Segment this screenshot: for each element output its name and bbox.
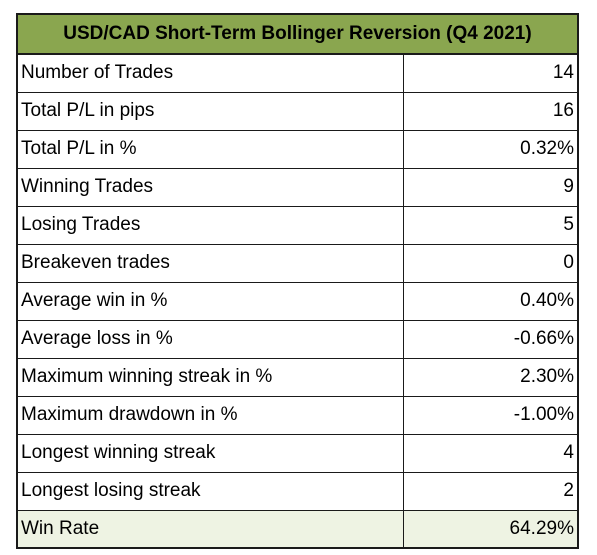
row-value: 0.32% xyxy=(402,129,579,169)
table-row: Longest losing streak 2 xyxy=(16,471,579,511)
row-label: Longest losing streak xyxy=(16,471,404,511)
row-label: Maximum winning streak in % xyxy=(16,357,404,397)
row-label: Total P/L in % xyxy=(16,129,404,169)
row-value: 9 xyxy=(402,167,579,207)
table-row: Total P/L in pips 16 xyxy=(16,91,579,131)
row-label: Losing Trades xyxy=(16,205,404,245)
table-row: Average win in % 0.40% xyxy=(16,281,579,321)
row-label: Number of Trades xyxy=(16,53,404,93)
row-value: 64.29% xyxy=(402,509,579,549)
row-value: 14 xyxy=(402,53,579,93)
row-label: Win Rate xyxy=(16,509,404,549)
stats-table: USD/CAD Short-Term Bollinger Reversion (… xyxy=(16,13,579,549)
row-label: Average win in % xyxy=(16,281,404,321)
table-row: Winning Trades 9 xyxy=(16,167,579,207)
row-label: Winning Trades xyxy=(16,167,404,207)
table-title: USD/CAD Short-Term Bollinger Reversion (… xyxy=(16,13,579,55)
table-row: Losing Trades 5 xyxy=(16,205,579,245)
table-row: Breakeven trades 0 xyxy=(16,243,579,283)
table-row: Number of Trades 14 xyxy=(16,53,579,93)
row-value: 4 xyxy=(402,433,579,473)
table-row-win-rate: Win Rate 64.29% xyxy=(16,509,579,549)
row-label: Breakeven trades xyxy=(16,243,404,283)
row-value: -0.66% xyxy=(402,319,579,359)
table-row: Average loss in % -0.66% xyxy=(16,319,579,359)
table-row: Total P/L in % 0.32% xyxy=(16,129,579,169)
row-value: 2.30% xyxy=(402,357,579,397)
table-header-row: USD/CAD Short-Term Bollinger Reversion (… xyxy=(16,13,579,55)
row-value: 2 xyxy=(402,471,579,511)
table-row: Maximum winning streak in % 2.30% xyxy=(16,357,579,397)
row-value: 16 xyxy=(402,91,579,131)
table-row: Longest winning streak 4 xyxy=(16,433,579,473)
row-value: 0.40% xyxy=(402,281,579,321)
row-label: Longest winning streak xyxy=(16,433,404,473)
row-value: -1.00% xyxy=(402,395,579,435)
row-value: 0 xyxy=(402,243,579,283)
row-label: Average loss in % xyxy=(16,319,404,359)
row-label: Total P/L in pips xyxy=(16,91,404,131)
row-label: Maximum drawdown in % xyxy=(16,395,404,435)
row-value: 5 xyxy=(402,205,579,245)
table-row: Maximum drawdown in % -1.00% xyxy=(16,395,579,435)
